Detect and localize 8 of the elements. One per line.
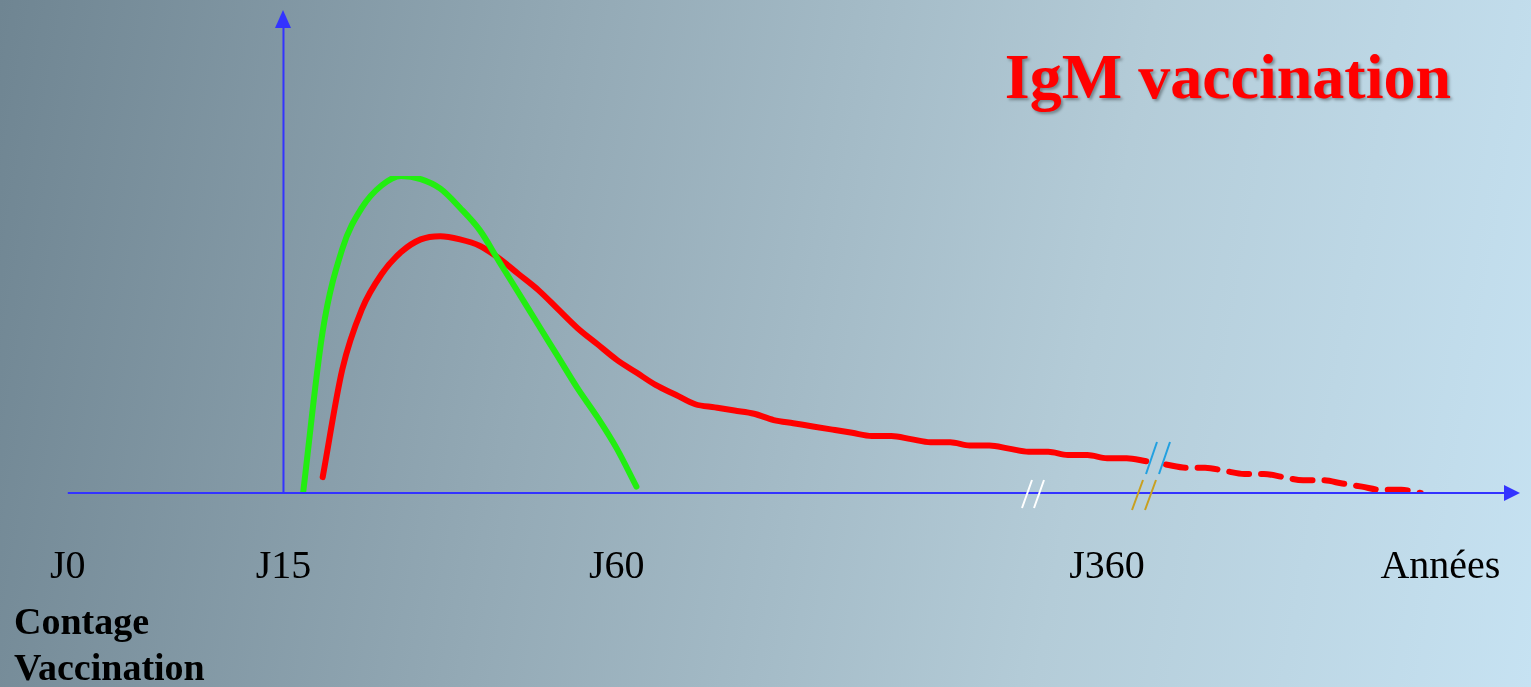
text: Contage — [14, 599, 151, 644]
x-tick-label: Années — [1380, 541, 1501, 587]
text: IgM vaccination — [1004, 40, 1451, 114]
text: Vaccination — [14, 645, 205, 687]
x-tick-label: J15 — [255, 541, 312, 587]
x-tick-label: J0 — [49, 541, 86, 587]
x-tick-label: J60 — [589, 541, 645, 587]
x-tick-label: J360 — [1069, 541, 1145, 587]
